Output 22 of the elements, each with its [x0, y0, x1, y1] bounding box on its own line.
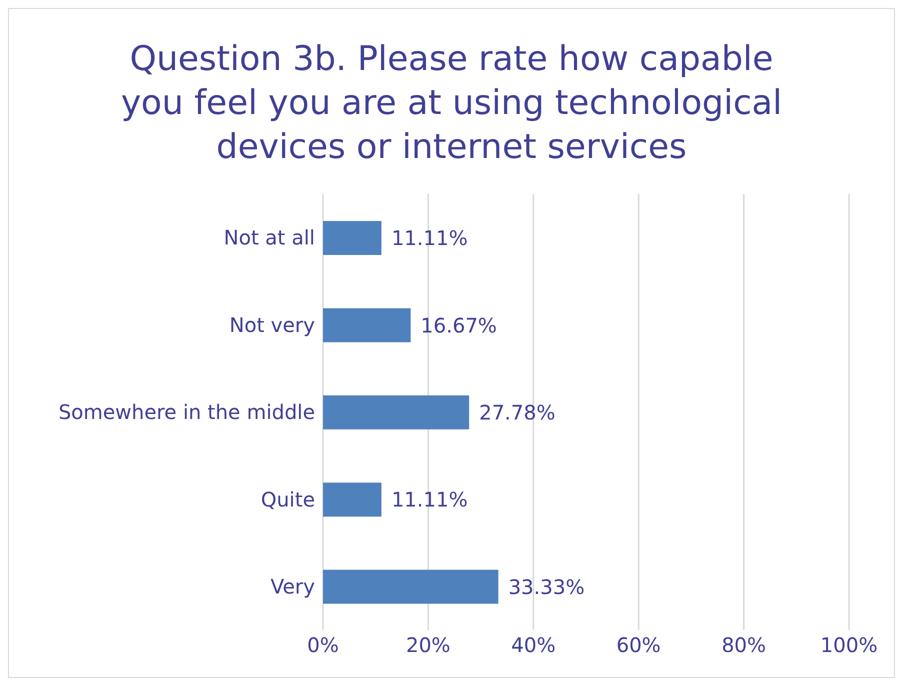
data-label: 16.67%	[420, 313, 497, 338]
bar	[323, 221, 382, 255]
data-label: 11.11%	[391, 488, 468, 512]
x-tick-label: 40%	[511, 633, 556, 658]
y-tick-label: Quite	[260, 487, 315, 512]
x-tick-label: 20%	[406, 633, 450, 658]
data-label: 27.78%	[479, 400, 556, 424]
bar	[323, 570, 498, 604]
bar	[323, 482, 382, 517]
x-tick-label: 80%	[722, 633, 766, 658]
bar	[323, 395, 470, 430]
x-tick-label: 0%	[307, 633, 339, 658]
data-label: 11.11%	[391, 226, 468, 250]
chart-title: Question 3b. Please rate how capable you feel you are at using technological devices or internet services	[120, 38, 784, 169]
data-label: 33.33%	[508, 574, 585, 599]
x-tick-label: 100%	[820, 633, 878, 658]
y-tick-label: Not at all	[224, 226, 315, 250]
y-tick-label: Not very	[229, 312, 316, 337]
y-tick-label: Somewhere in the middle	[58, 400, 315, 424]
bar	[323, 308, 411, 342]
x-tick-label: 60%	[616, 633, 661, 658]
y-tick-label: Very	[270, 574, 316, 598]
